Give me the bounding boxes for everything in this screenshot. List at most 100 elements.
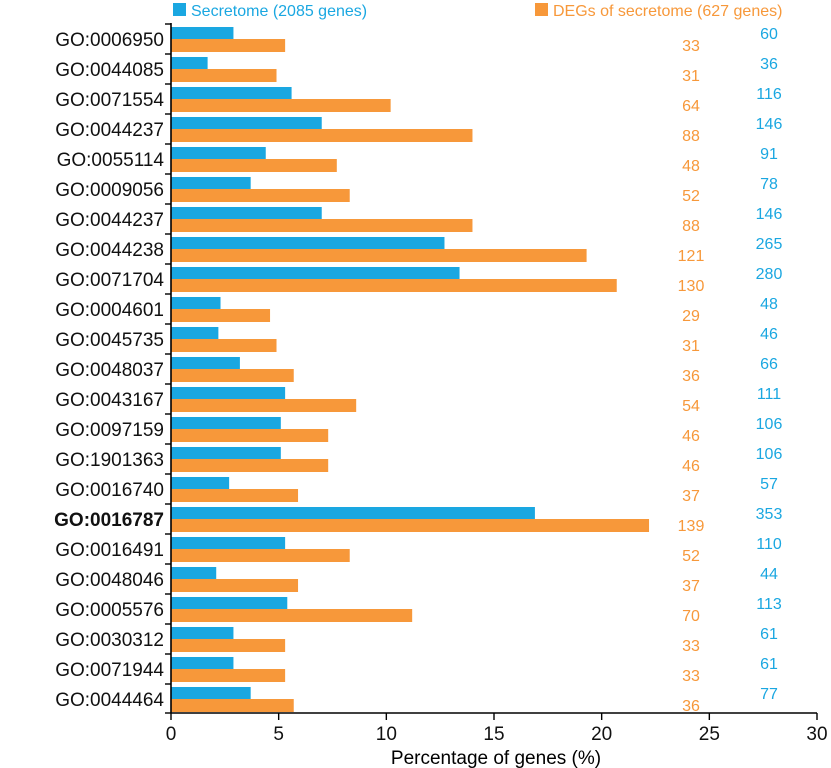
count-label-secretome: 106 [756, 446, 783, 463]
count-label-degs: 48 [682, 158, 700, 175]
x-tick-label: 15 [483, 724, 504, 745]
category-label: GO:0016740 [55, 480, 164, 501]
count-label-secretome: 57 [760, 476, 778, 493]
bar-secretome [171, 27, 234, 40]
category-label: GO:0044238 [55, 240, 164, 261]
bar-degs [171, 459, 329, 472]
bar-secretome [171, 507, 535, 520]
bar-secretome [171, 597, 288, 610]
count-label-degs: 37 [682, 578, 700, 595]
bar-degs [171, 699, 294, 712]
bar-degs [171, 669, 286, 682]
category-label: GO:0009056 [55, 180, 164, 201]
bar-degs [171, 189, 350, 202]
bar-secretome [171, 537, 286, 550]
bar-secretome [171, 567, 217, 580]
bar-secretome [171, 87, 292, 100]
count-label-degs: 36 [682, 698, 700, 715]
count-label-secretome: 44 [760, 566, 778, 583]
bar-secretome [171, 147, 266, 160]
bar-secretome [171, 327, 219, 340]
category-label: GO:0016787 [54, 510, 164, 531]
bar-secretome [171, 477, 230, 490]
category-label: GO:0044237 [55, 120, 164, 141]
x-axis-title: Percentage of genes (%) [391, 748, 601, 768]
category-label: GO:0055114 [57, 150, 165, 171]
x-tick-label: 0 [166, 724, 177, 745]
count-label-secretome: 113 [756, 596, 782, 613]
category-label: GO:0071554 [55, 90, 164, 111]
category-label: GO:0030312 [55, 630, 164, 651]
bar-degs [171, 519, 650, 532]
count-label-secretome: 48 [760, 296, 778, 313]
count-label-degs: 130 [678, 278, 705, 295]
count-label-degs: 70 [682, 608, 700, 625]
count-label-degs: 33 [682, 668, 700, 685]
legend-label-secretome: Secretome (2085 genes) [191, 3, 367, 20]
bar-secretome [171, 207, 322, 220]
count-label-degs: 33 [682, 638, 700, 655]
count-label-degs: 88 [682, 218, 700, 235]
count-label-degs: 64 [682, 98, 700, 115]
bar-secretome [171, 177, 251, 190]
category-label: GO:0071944 [55, 660, 164, 681]
category-label: GO:0016491 [55, 540, 164, 561]
bar-secretome [171, 657, 234, 670]
count-label-secretome: 265 [756, 236, 783, 253]
x-tick-label: 5 [273, 724, 284, 745]
bar-degs [171, 609, 413, 622]
bar-secretome [171, 237, 445, 250]
bar-degs [171, 159, 337, 172]
count-label-secretome: 280 [756, 266, 783, 283]
count-label-degs: 54 [682, 398, 700, 415]
bar-degs [171, 219, 473, 232]
category-label: GO:0045735 [55, 330, 164, 351]
legend-swatch-degs [535, 3, 548, 16]
count-label-degs: 46 [682, 428, 700, 445]
count-label-secretome: 60 [760, 26, 778, 43]
bar-secretome [171, 447, 281, 460]
bar-secretome [171, 627, 234, 640]
count-label-degs: 139 [678, 518, 705, 535]
category-label: GO:0097159 [55, 420, 164, 441]
bar-secretome [171, 297, 221, 310]
count-label-degs: 29 [682, 308, 700, 325]
bar-secretome [171, 357, 240, 370]
x-ticks: 0 5 10 15 20 25 30 [165, 23, 828, 745]
bar-secretome [171, 417, 281, 430]
bar-degs [171, 39, 286, 52]
x-tick-label: 30 [806, 724, 827, 745]
count-label-secretome: 106 [756, 416, 783, 433]
bar-degs [171, 429, 329, 442]
bar-secretome [171, 57, 208, 70]
legend-swatch-secretome [173, 3, 186, 16]
count-label-degs: 37 [682, 488, 700, 505]
legend-label-degs: DEGs of secretome (627 genes) [553, 3, 782, 20]
bar-secretome [171, 387, 286, 400]
bar-degs [171, 69, 277, 82]
bar-degs [171, 489, 299, 502]
bar-degs [171, 249, 587, 262]
bar-degs [171, 549, 350, 562]
count-label-secretome: 77 [760, 686, 778, 703]
bar-degs [171, 129, 473, 142]
plot-area: GO:0006950 60 33 GO:0044085 36 31 GO:0071554 11… [54, 26, 782, 715]
count-label-secretome: 146 [756, 116, 783, 133]
bar-degs [171, 279, 617, 292]
count-label-degs: 52 [682, 188, 700, 205]
count-label-degs: 31 [682, 338, 700, 355]
bar-degs [171, 339, 277, 352]
count-label-degs: 46 [682, 458, 700, 475]
count-label-secretome: 111 [757, 386, 781, 403]
x-tick-label: 25 [699, 724, 720, 745]
count-label-secretome: 353 [756, 506, 783, 523]
category-label: GO:0004601 [55, 300, 164, 321]
category-label: GO:0048037 [55, 360, 164, 381]
bar-degs [171, 579, 299, 592]
bar-degs [171, 99, 391, 112]
count-label-secretome: 46 [760, 326, 778, 343]
category-label: GO:0005576 [55, 600, 164, 621]
category-label: GO:0044464 [55, 690, 164, 711]
count-label-secretome: 78 [760, 176, 778, 193]
